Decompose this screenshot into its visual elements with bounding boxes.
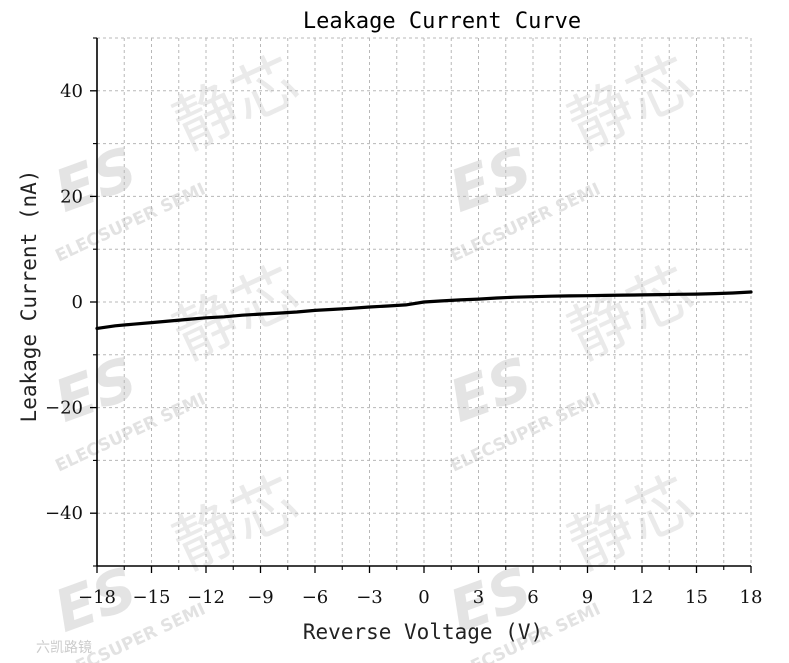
x-tick-label: 3	[473, 587, 484, 608]
x-tick-label: 15	[685, 587, 708, 608]
x-tick-label: 0	[418, 587, 429, 608]
axes	[90, 37, 752, 573]
y-axis-label: Leakage Current (nA)	[17, 170, 41, 423]
series-layer	[95, 290, 753, 330]
y-tick-labels: −40 −20 0 20 40	[45, 81, 83, 524]
x-tick-label: −9	[247, 587, 274, 608]
y-tick-label: 20	[60, 186, 83, 207]
x-tick-label: −15	[133, 587, 171, 608]
x-axis-label: Reverse Voltage (V)	[303, 620, 543, 644]
y-tick-label: −20	[45, 398, 83, 419]
x-tick-label: −12	[187, 587, 225, 608]
x-tick-label: 18	[740, 587, 763, 608]
x-tick-label: 9	[582, 587, 593, 608]
y-tick-label: 0	[72, 292, 83, 313]
x-tick-label: 12	[631, 587, 654, 608]
x-tick-label: −18	[78, 587, 116, 608]
y-tick-label: −40	[45, 503, 83, 524]
footer-watermark: 六凯路镜	[36, 640, 92, 656]
x-tick-label: −6	[302, 587, 329, 608]
x-tick-labels: −18 −15 −12 −9 −6 −3 0 3 6 9 12 15 18	[78, 587, 762, 608]
chart-title: Leakage Current Curve	[303, 9, 581, 34]
x-tick-label: −3	[356, 587, 383, 608]
x-tick-label: 6	[527, 587, 538, 608]
y-tick-label: 40	[60, 81, 83, 102]
watermark-chinese: 静芯	[558, 43, 705, 164]
watermark-chinese: 静芯	[558, 253, 705, 374]
